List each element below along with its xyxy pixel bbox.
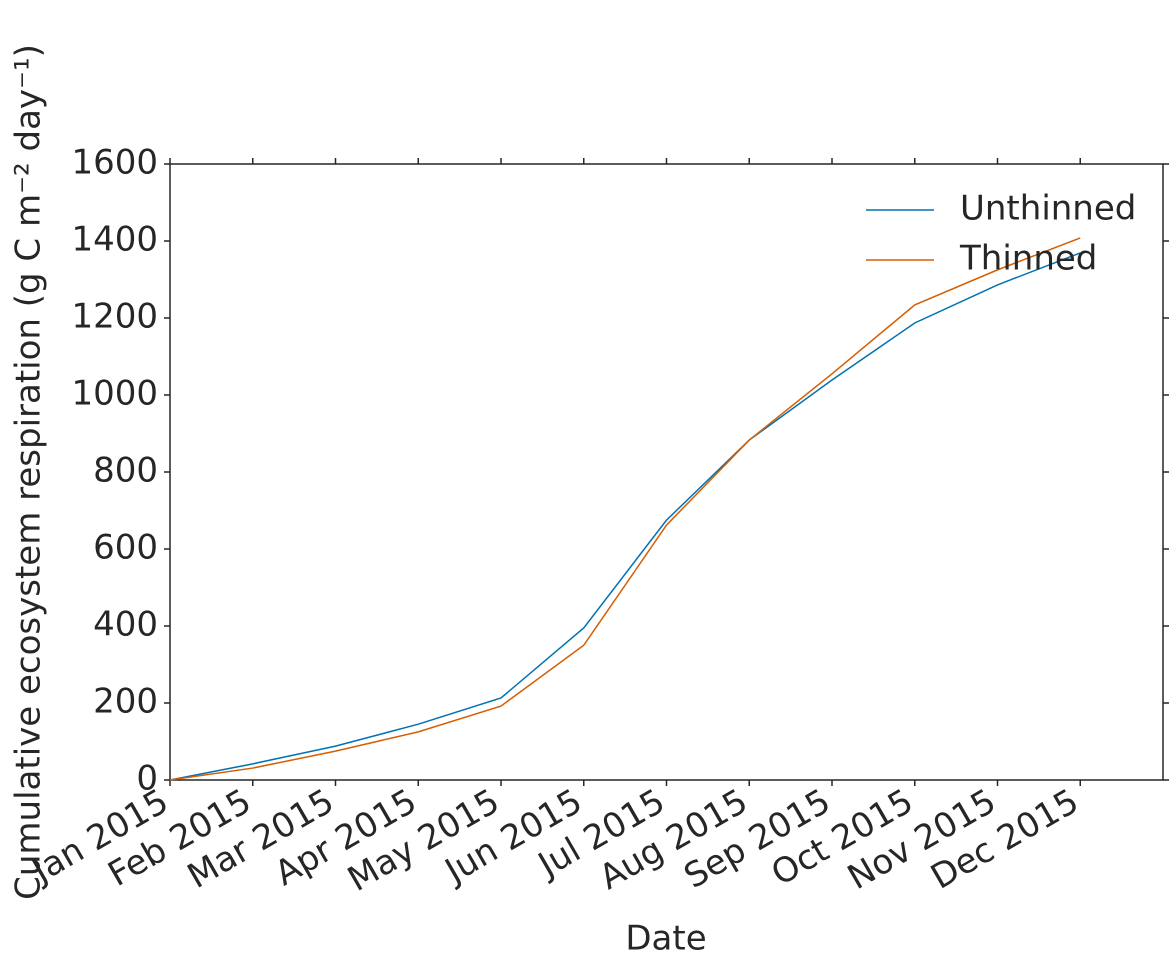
x-axis-label: Date [625, 919, 706, 959]
data-line [169, 237, 1081, 781]
y-tick-label: 1400 [71, 220, 158, 260]
legend-label: Unthinned [960, 189, 1136, 229]
legend-label: Thinned [959, 239, 1097, 279]
y-tick-label: 600 [93, 528, 158, 568]
y-tick-label: 1600 [71, 143, 158, 183]
y-tick-label: 800 [93, 451, 158, 491]
y-tick-label: 1000 [71, 374, 158, 414]
y-tick-label: 1200 [71, 297, 158, 337]
y-tick-label: 0 [136, 759, 158, 799]
y-tick-label: 200 [93, 682, 158, 722]
y-tick-label: 400 [93, 605, 158, 645]
data-line [169, 252, 1081, 781]
y-axis-label: Cumulative ecosystem respiration (g C m⁻… [9, 44, 49, 900]
